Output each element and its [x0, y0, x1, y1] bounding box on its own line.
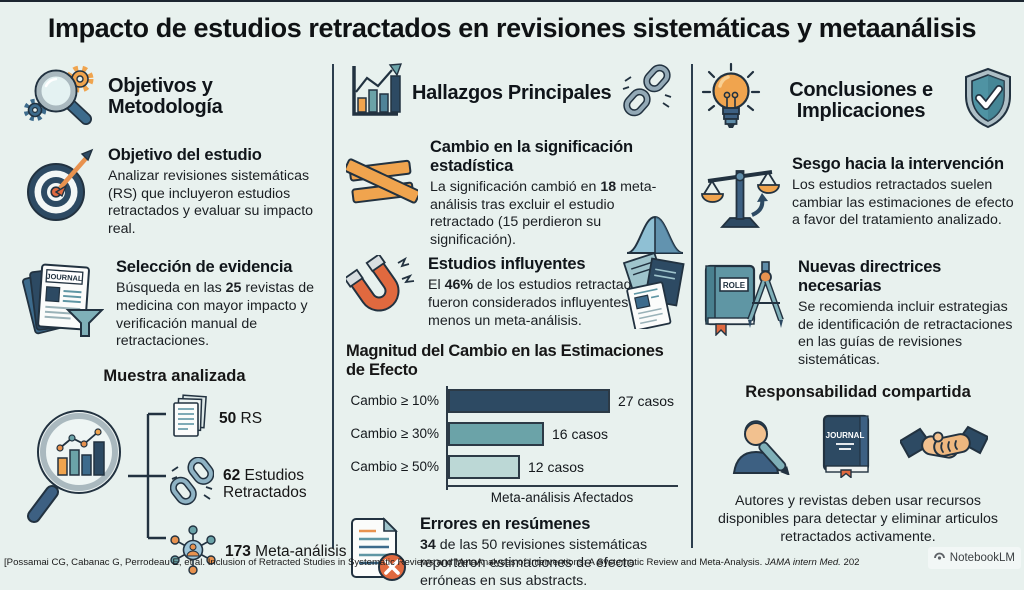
study-objective-heading: Objetivo del estudio	[108, 146, 262, 164]
study-objective-body: Analizar revisiones sistemáticas (RS) qu…	[108, 168, 314, 237]
chart-bar	[448, 454, 520, 479]
chart-bar	[448, 421, 544, 446]
findings-header: Hallazgos Principales	[346, 62, 684, 125]
section-significance-change: Cambio en la significación estadística L…	[344, 138, 684, 255]
bias-body: Los estudios retractados suelen cambiar …	[792, 177, 1014, 229]
column-conclusions: Conclusiones e Implicaciones	[700, 62, 1016, 546]
guidelines-body: Se recomienda incluir estrategias de ide…	[798, 299, 1013, 368]
chart-bar-row: Cambio ≥ 10% 27 casos	[346, 384, 684, 417]
documents-stack-icon	[170, 394, 210, 445]
influential-heading: Estudios influyentes	[428, 255, 586, 274]
journal-funnel-icon: JOURNAL	[22, 258, 105, 345]
responsibility-heading: Responsabilidad compartida	[745, 383, 971, 402]
responsibility-body: Autores y revistas deben usar recursos d…	[718, 493, 998, 545]
growth-chart-icon	[346, 62, 403, 125]
objectives-header-label: Objetivos y Metodología	[108, 74, 223, 118]
chart-value-label: 12 casos	[528, 458, 585, 475]
column-divider-left	[332, 64, 334, 548]
chart-title: Magnitud del Cambio en las Estimaciones …	[346, 342, 664, 380]
sample-connector-lines	[128, 392, 170, 565]
book-compass-icon: ROLE	[700, 258, 786, 341]
chart-category-label: Cambio ≥ 50%	[350, 459, 439, 475]
sample-item-text: 62 Estudios Retractados	[223, 466, 307, 502]
section-new-guidelines: ROLE Nuevas directrices necesarias Se re…	[700, 258, 1016, 369]
role-label: ROLE	[723, 281, 746, 290]
network-icon	[170, 524, 216, 581]
section-shared-responsibility: Responsabilidad compartida JOURNAL	[700, 383, 1016, 546]
section-abstract-errors: Errores en resúmenes 34 de las 50 revisi…	[346, 515, 684, 590]
chart-value-label: 16 casos	[552, 425, 609, 442]
effect-size-chart: Magnitud del Cambio en las Estimaciones …	[346, 342, 684, 505]
watermark-label: NotebookLM	[949, 552, 1015, 564]
bias-heading: Sesgo hacia la intervención	[792, 155, 1004, 173]
sample-item-text: 173 Meta-análisis	[225, 543, 347, 561]
error-document-icon	[346, 515, 408, 588]
magnifier-chart-icon	[22, 392, 128, 535]
handshake-icon	[898, 417, 990, 478]
chart-bar-row: Cambio ≥ 30% 16 casos	[346, 417, 684, 450]
conclusions-header: Conclusiones e Implicaciones	[700, 62, 1016, 139]
broken-link-icon	[169, 456, 215, 512]
findings-header-label: Hallazgos Principales	[412, 82, 612, 104]
notebooklm-logo-icon	[933, 549, 946, 567]
guidelines-heading: Nuevas directrices necesarias	[798, 258, 942, 295]
citation-text: [Possamai CG, Cabanac G, Perrodeau E, et…	[4, 557, 860, 568]
section-evidence-selection: JOURNAL Selección de evidencia Búsqueda …	[22, 258, 327, 350]
chart-bar-row: Cambio ≥ 50% 12 casos	[346, 450, 684, 483]
author-pen-icon	[728, 415, 790, 480]
magnet-icon	[343, 253, 416, 332]
sample-item-retracted: 62 Estudios Retractados	[169, 456, 347, 512]
section-influential-studies: Estudios influyentes El 46% de los estud…	[343, 252, 685, 332]
evidence-selection-body: Búsqueda en las 25 revistas de medicina …	[116, 280, 314, 350]
lightbulb-icon	[700, 62, 762, 139]
conclusions-header-label: Conclusiones e Implicaciones	[789, 78, 933, 122]
chart-category-label: Cambio ≥ 30%	[350, 426, 439, 442]
column-objectives: Objetivos y Metodología Objetivo del est…	[22, 62, 347, 581]
bell-curve-icon	[624, 212, 686, 261]
chart-x-axis-label: Meta-análisis Afectados	[490, 490, 634, 506]
journal-book-icon: JOURNAL	[816, 412, 874, 483]
errors-heading: Errores en resúmenes	[420, 515, 591, 534]
not-equal-icon	[344, 138, 421, 223]
column-findings: Hallazgos Principales	[343, 62, 685, 590]
chart-y-axis	[446, 386, 448, 491]
journal-label: JOURNAL	[46, 272, 83, 284]
tilted-documents-icon	[616, 251, 688, 334]
chart-value-label: 27 casos	[618, 392, 675, 409]
chart-category-label: Cambio ≥ 10%	[350, 393, 439, 409]
shield-check-icon	[960, 66, 1016, 135]
evidence-selection-heading: Selección de evidencia	[116, 258, 293, 277]
significance-body: La significación cambió en 18 meta-análi…	[430, 179, 657, 248]
chart-x-axis	[446, 485, 678, 488]
notebooklm-watermark: NotebookLM	[927, 547, 1021, 569]
objectives-header: Objetivos y Metodología	[22, 62, 327, 131]
magnifier-gears-icon	[22, 62, 98, 131]
column-divider-right	[691, 64, 693, 548]
page-title: Impacto de estudios retractados en revis…	[47, 13, 977, 43]
section-sample-analyzed: Muestra analizada	[22, 366, 347, 581]
sample-item-metaanalysis: 173 Meta-análisis	[170, 524, 347, 581]
chart-bar	[448, 388, 610, 413]
sample-item-text: 50 RS	[219, 410, 263, 428]
broken-chain-icon	[621, 63, 673, 124]
journal-book-label: JOURNAL	[826, 431, 865, 440]
target-arrow-icon	[22, 146, 96, 229]
sample-heading: Muestra analizada	[103, 366, 246, 385]
section-study-objective: Objetivo del estudio Analizar revisiones…	[22, 146, 327, 238]
influential-body: El 46% de los estudios retractados fuero…	[428, 277, 664, 329]
sample-item-rs: 50 RS	[170, 394, 347, 445]
balance-scale-icon	[700, 155, 780, 240]
section-intervention-bias: Sesgo hacia la intervención Los estudios…	[700, 155, 1016, 240]
significance-heading: Cambio en la significación estadística	[430, 138, 633, 175]
